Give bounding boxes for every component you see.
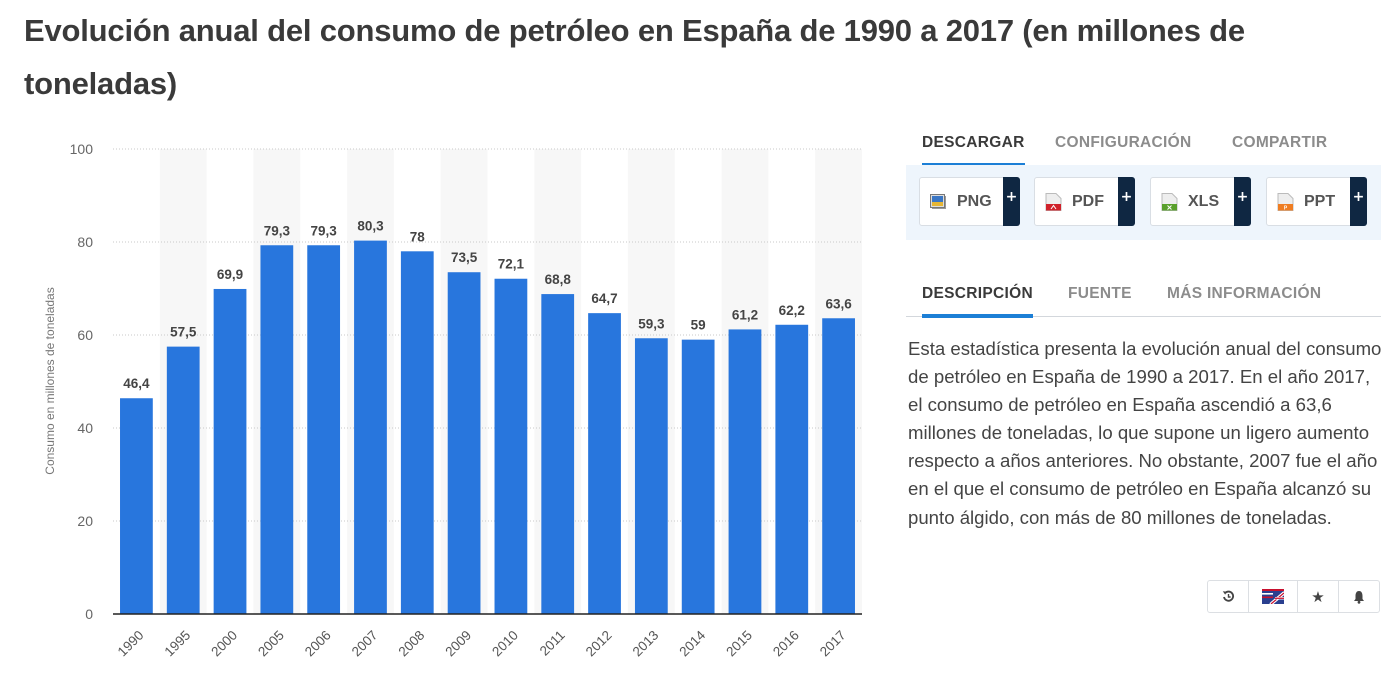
value-label: 59 [691,318,706,333]
bar [681,339,715,614]
value-label: 80,3 [357,219,384,234]
history-icon [1222,590,1234,602]
tab-configuracion[interactable]: CONFIGURACIÓN [1055,134,1192,151]
bar [166,346,200,614]
download-pdf-label: PDF [1072,193,1104,210]
download-xls-button[interactable]: XLS + [1150,177,1251,226]
value-label: 78 [410,229,426,244]
page-title: Evolución anual del consumo de petróleo … [24,13,1245,101]
x-tick-label: 2007 [349,628,381,660]
x-tick-label: 2016 [770,628,802,660]
x-tick-label: 2005 [255,628,287,660]
download-ppt-label: PPT [1304,193,1336,210]
powerpoint-file-icon: P [1277,193,1294,211]
y-tick-label: 100 [70,141,94,157]
bar [400,251,434,615]
x-tick-label: 2012 [583,628,615,660]
x-tick-label: 2006 [302,628,334,660]
x-tick-label: 1990 [115,628,147,660]
bars [120,240,855,615]
download-xls-label: XLS [1188,193,1220,210]
value-label: 61,2 [732,307,758,322]
plus-icon[interactable]: + [1118,177,1135,226]
bar [775,324,809,614]
download-panel: PNG + PDF + XLS + P PPT + [906,165,1381,240]
y-axis-label: Consumo en millones de toneladas [43,287,57,474]
x-tick-label: 2013 [630,628,662,660]
excel-file-icon [1161,193,1178,211]
bar [213,288,247,614]
bar [541,294,575,614]
value-label: 79,3 [311,223,338,238]
bar-chart: 0 20 40 60 80 100 46,4 57,5 69,9 79,3 79,3 80,3 78 7… [43,141,862,659]
image-file-icon [930,194,946,209]
download-ppt-button[interactable]: P PPT + [1266,177,1367,226]
y-tick-label: 20 [77,513,93,529]
x-tick-label: 2014 [676,627,708,659]
svg-text:P: P [1284,206,1288,212]
value-labels: 46,4 57,5 69,9 79,3 79,3 80,3 78 73,5 72,1 68,8 64… [123,219,852,392]
flag-us-uk-icon [1262,589,1284,604]
value-label: 59,3 [638,316,665,331]
x-tick-label: 2011 [537,628,568,659]
x-axis-ticks: 1990 1995 2000 2005 2006 2007 2008 2009 2010 2011… [115,627,849,659]
value-label: 62,2 [779,303,805,318]
bar [120,398,153,614]
bar [307,245,341,614]
plus-icon[interactable]: + [1234,177,1251,226]
y-axis-ticks: 0 20 40 60 80 100 [70,141,94,622]
tab-mas-informacion[interactable]: MÁS INFORMACIÓN [1167,285,1322,302]
value-label: 63,6 [825,296,852,311]
bar [260,245,294,614]
value-label: 57,5 [170,325,197,340]
x-tick-label: 2008 [396,628,428,660]
bar [447,272,481,614]
star-icon: ★ [1311,587,1325,606]
download-pdf-button[interactable]: PDF + [1034,177,1135,226]
favorite-button[interactable]: ★ [1298,581,1339,612]
x-tick-label: 2009 [442,628,474,660]
value-label: 73,5 [451,250,478,265]
bar [822,318,855,614]
value-label: 69,9 [217,267,243,282]
x-tick-label: 2010 [489,628,521,660]
action-toolbar: ★ [1207,580,1380,613]
tab-descargar[interactable]: DESCARGAR [922,121,1025,167]
download-png-button[interactable]: PNG + [919,177,1020,226]
tab-fuente[interactable]: FUENTE [1068,285,1132,302]
bar [354,240,387,615]
download-png-label: PNG [957,193,992,210]
x-tick-label: 2017 [817,628,849,660]
bar [494,278,528,614]
value-label: 68,8 [545,272,572,287]
y-tick-label: 60 [77,327,93,343]
x-tick-label: 2000 [208,628,240,660]
pdf-file-icon [1045,193,1062,211]
value-label: 46,4 [123,376,150,391]
language-button[interactable] [1249,581,1298,612]
value-label: 64,7 [591,291,617,306]
x-tick-label: 2015 [723,628,755,660]
plus-icon[interactable]: + [1003,177,1020,226]
notification-button[interactable] [1339,581,1379,612]
bar [634,338,668,614]
tab-descripcion[interactable]: DESCRIPCIÓN [922,272,1033,318]
tab-compartir[interactable]: COMPARTIR [1232,134,1328,151]
info-tabs: DESCRIPCIÓN FUENTE MÁS INFORMACIÓN [906,272,1381,318]
bar [588,313,621,614]
bar [728,329,762,614]
description-text: Esta estadística presenta la evolución a… [908,338,1382,528]
history-button[interactable] [1208,581,1249,612]
download-tabs: DESCARGAR CONFIGURACIÓN COMPARTIR [906,121,1381,167]
bell-icon [1354,590,1364,604]
x-tick-label: 1995 [161,628,193,660]
y-tick-label: 40 [77,420,93,436]
y-tick-label: 80 [77,234,93,250]
value-label: 79,3 [264,223,291,238]
value-label: 72,1 [498,257,525,272]
y-tick-label: 0 [85,606,93,622]
plus-icon[interactable]: + [1350,177,1367,226]
